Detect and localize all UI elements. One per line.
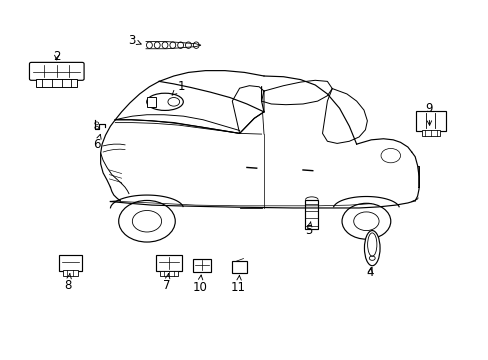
Ellipse shape [146, 93, 183, 111]
Text: 4: 4 [366, 266, 373, 279]
Text: 8: 8 [64, 274, 72, 292]
Text: 6: 6 [93, 134, 101, 150]
Ellipse shape [185, 42, 191, 48]
Text: 9: 9 [424, 102, 432, 125]
Text: 10: 10 [192, 275, 206, 294]
Text: 11: 11 [231, 275, 245, 294]
Text: 5: 5 [305, 222, 312, 238]
Ellipse shape [146, 42, 152, 48]
Bar [147, 97, 156, 107]
FancyBboxPatch shape [231, 261, 247, 273]
FancyBboxPatch shape [59, 255, 82, 271]
Bar [160, 271, 177, 276]
Bar [421, 130, 439, 135]
FancyBboxPatch shape [415, 111, 445, 131]
Ellipse shape [367, 233, 376, 256]
Ellipse shape [154, 42, 160, 48]
Bar [305, 200, 318, 229]
Ellipse shape [169, 42, 175, 48]
Text: 7: 7 [163, 274, 170, 292]
Text: 2: 2 [53, 50, 61, 63]
Bar [36, 79, 77, 87]
Ellipse shape [177, 42, 183, 48]
Text: 1: 1 [172, 80, 184, 95]
Text: 3: 3 [127, 33, 141, 47]
Ellipse shape [193, 42, 199, 48]
FancyBboxPatch shape [29, 62, 84, 80]
Bar [63, 270, 78, 276]
Ellipse shape [162, 42, 167, 48]
FancyBboxPatch shape [156, 255, 182, 271]
FancyBboxPatch shape [192, 258, 211, 272]
Ellipse shape [364, 230, 379, 266]
